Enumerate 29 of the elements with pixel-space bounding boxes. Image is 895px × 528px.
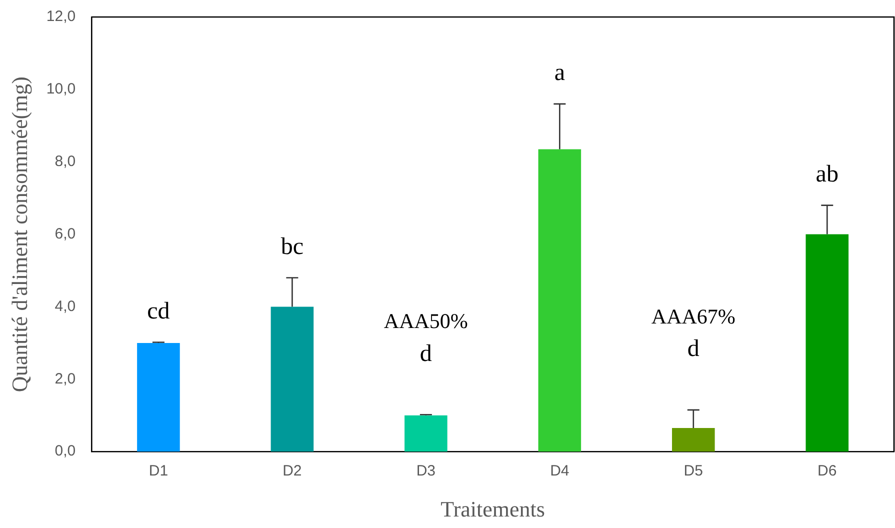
bar (806, 234, 849, 452)
y-tick-label: 12,0 (46, 8, 76, 26)
y-axis-title: Quantité d'aliment consommée(mg) (6, 76, 32, 392)
data-label: cd (147, 298, 170, 325)
data-label: d (420, 340, 432, 367)
x-tick-label: D1 (148, 462, 168, 480)
bar (137, 342, 180, 452)
x-tick-label: D4 (550, 462, 570, 480)
y-tick-label: 8,0 (54, 153, 76, 170)
y-tick-label: 2,0 (54, 370, 76, 388)
x-tick-label: D6 (818, 462, 837, 480)
annotation: AAA67% (651, 304, 736, 328)
bar (270, 306, 314, 452)
data-label: a (554, 60, 566, 86)
x-axis-title: Traitements (440, 496, 545, 522)
x-tick-label: D5 (684, 462, 703, 480)
annotation: AAA50% (384, 309, 468, 334)
data-label: ab (816, 162, 838, 188)
x-tick-label: D3 (416, 462, 436, 480)
y-tick-label: 4,0 (54, 298, 76, 315)
data-label: bc (280, 234, 304, 260)
y-tick-label: 0,0 (54, 442, 76, 460)
bar (672, 428, 715, 452)
bar (404, 415, 448, 452)
x-tick-label: D2 (282, 462, 302, 480)
data-label: d (687, 336, 700, 362)
bar (538, 149, 582, 452)
y-tick-label: 6,0 (54, 225, 76, 242)
y-tick-label: 10,0 (46, 80, 76, 98)
